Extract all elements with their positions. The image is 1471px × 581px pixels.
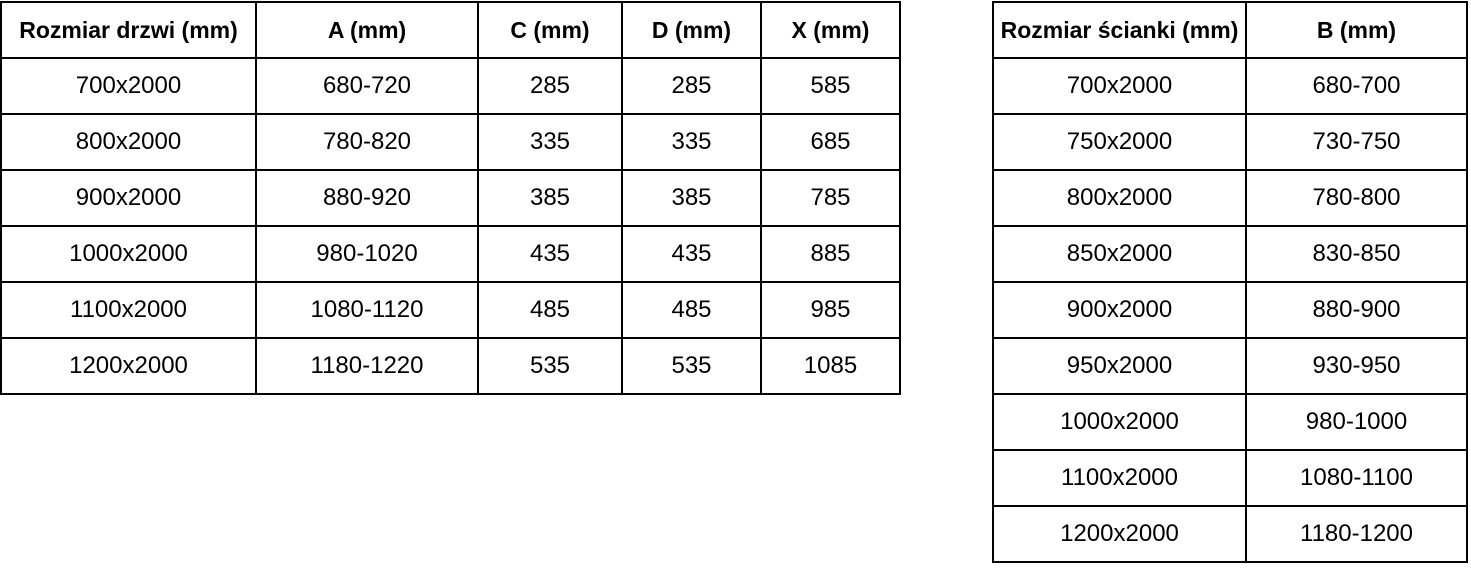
table-row: 750x2000 730-750	[992, 113, 1468, 171]
table-cell: 780-800	[1245, 169, 1468, 227]
table-cell: 1180-1200	[1245, 505, 1468, 563]
table-row: 1100x2000 1080-1120 485 485 985	[0, 281, 901, 339]
table-row: 700x2000 680-720 285 285 585	[0, 57, 901, 115]
table-cell: 730-750	[1245, 113, 1468, 171]
table-cell: 435	[621, 225, 762, 283]
table-cell: 485	[621, 281, 762, 339]
table-cell: 885	[760, 225, 901, 283]
table-row: 1200x2000 1180-1200	[992, 505, 1468, 563]
table-cell: 680-720	[255, 57, 479, 115]
table-row: 850x2000 830-850	[992, 225, 1468, 283]
table-cell: 980-1000	[1245, 393, 1468, 451]
table-cell: 385	[621, 169, 762, 227]
door-sizes-table: Rozmiar drzwi (mm) A (mm) C (mm) D (mm) …	[0, 1, 901, 395]
table-cell: 830-850	[1245, 225, 1468, 283]
table-cell: 930-950	[1245, 337, 1468, 395]
table-cell: 750x2000	[992, 113, 1247, 171]
table-cell: 1080-1120	[255, 281, 479, 339]
column-header-c: C (mm)	[477, 1, 623, 59]
table-cell: 485	[477, 281, 623, 339]
table-cell: 985	[760, 281, 901, 339]
table-cell: 385	[477, 169, 623, 227]
table-cell: 900x2000	[0, 169, 257, 227]
table-row: 800x2000 780-800	[992, 169, 1468, 227]
table-cell: 900x2000	[992, 281, 1247, 339]
table-cell: 680-700	[1245, 57, 1468, 115]
table-cell: 685	[760, 113, 901, 171]
table-row: 1100x2000 1080-1100	[992, 449, 1468, 507]
table-cell: 1000x2000	[0, 225, 257, 283]
table-cell: 1085	[760, 337, 901, 395]
column-header-b: B (mm)	[1245, 1, 1468, 59]
table-cell: 700x2000	[992, 57, 1247, 115]
table-cell: 880-920	[255, 169, 479, 227]
table-cell: 1180-1220	[255, 337, 479, 395]
column-header-x: X (mm)	[760, 1, 901, 59]
table-row: 900x2000 880-920 385 385 785	[0, 169, 901, 227]
column-header-a: A (mm)	[255, 1, 479, 59]
table-cell: 950x2000	[992, 337, 1247, 395]
table-row: 1200x2000 1180-1220 535 535 1085	[0, 337, 901, 395]
table-cell: 880-900	[1245, 281, 1468, 339]
table-cell: 1100x2000	[0, 281, 257, 339]
table-row: 1000x2000 980-1000	[992, 393, 1468, 451]
wall-panel-sizes-table: Rozmiar ścianki (mm) B (mm) 700x2000 680…	[992, 1, 1468, 563]
table-cell: 1000x2000	[992, 393, 1247, 451]
table-cell: 800x2000	[992, 169, 1247, 227]
table-cell: 1080-1100	[1245, 449, 1468, 507]
table-row: 900x2000 880-900	[992, 281, 1468, 339]
column-header-d: D (mm)	[621, 1, 762, 59]
table-row: 1000x2000 980-1020 435 435 885	[0, 225, 901, 283]
table-cell: 285	[621, 57, 762, 115]
table-row: 700x2000 680-700	[992, 57, 1468, 115]
table-cell: 700x2000	[0, 57, 257, 115]
table-cell: 780-820	[255, 113, 479, 171]
table-row: 800x2000 780-820 335 335 685	[0, 113, 901, 171]
column-header-door-size: Rozmiar drzwi (mm)	[0, 1, 257, 59]
panel-table-header-row: Rozmiar ścianki (mm) B (mm)	[992, 1, 1468, 59]
table-row: 950x2000 930-950	[992, 337, 1468, 395]
table-cell: 285	[477, 57, 623, 115]
table-cell: 980-1020	[255, 225, 479, 283]
table-cell: 585	[760, 57, 901, 115]
table-cell: 535	[621, 337, 762, 395]
column-header-panel-size: Rozmiar ścianki (mm)	[992, 1, 1247, 59]
table-cell: 335	[621, 113, 762, 171]
door-table-header-row: Rozmiar drzwi (mm) A (mm) C (mm) D (mm) …	[0, 1, 901, 59]
table-cell: 800x2000	[0, 113, 257, 171]
table-cell: 850x2000	[992, 225, 1247, 283]
table-cell: 1100x2000	[992, 449, 1247, 507]
table-cell: 1200x2000	[0, 337, 257, 395]
table-cell: 1200x2000	[992, 505, 1247, 563]
table-cell: 785	[760, 169, 901, 227]
table-cell: 435	[477, 225, 623, 283]
table-cell: 535	[477, 337, 623, 395]
table-cell: 335	[477, 113, 623, 171]
